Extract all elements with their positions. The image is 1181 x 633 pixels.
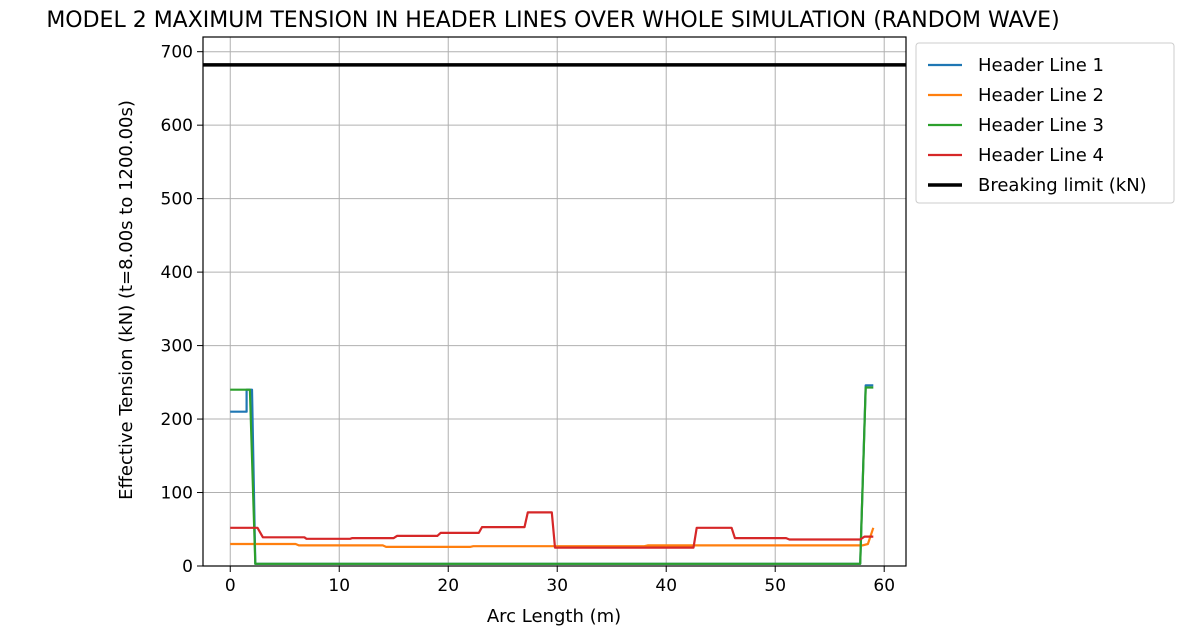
x-tick-label: 50 xyxy=(764,576,786,596)
y-tick-label: 100 xyxy=(161,484,193,504)
y-tick-label: 200 xyxy=(161,410,193,430)
y-tick-label: 400 xyxy=(161,263,193,283)
series-line-header-line-3 xyxy=(230,386,874,565)
x-tick-label: 10 xyxy=(328,576,350,596)
x-ticks: 0 10 20 30 40 50 60 xyxy=(225,566,895,596)
series-lines xyxy=(203,63,906,565)
chart-title: MODEL 2 MAXIMUM TENSION IN HEADER LINES … xyxy=(46,8,1059,33)
x-tick-label: 30 xyxy=(546,576,568,596)
x-axis-label: Arc Length (m) xyxy=(487,606,621,627)
series-line-header-line-2 xyxy=(230,527,875,549)
legend-label: Header Line 2 xyxy=(978,85,1104,106)
legend-frame xyxy=(915,42,1175,204)
x-tick-label: 20 xyxy=(437,576,459,596)
y-tick-label: 600 xyxy=(161,116,193,136)
legend-label: Header Line 1 xyxy=(978,55,1104,76)
x-tick-label: 60 xyxy=(873,576,895,596)
y-tick-label: 700 xyxy=(161,43,193,63)
y-tick-label: 300 xyxy=(161,337,193,357)
y-ticks: 0 100 200 300 400 500 600 700 xyxy=(161,43,203,577)
legend-label: Header Line 3 xyxy=(978,115,1104,136)
series-line-header-line-4 xyxy=(230,511,874,549)
y-axis-label: Effective Tension (kN) (t=8.00s to 1200.… xyxy=(116,100,137,500)
y-tick-label: 0 xyxy=(182,557,193,577)
legend-label: Header Line 4 xyxy=(978,145,1104,166)
gridlines xyxy=(203,37,906,567)
x-tick-label: 40 xyxy=(655,576,677,596)
plot-frame xyxy=(202,36,907,567)
legend-label: Breaking limit (kN) xyxy=(978,175,1147,196)
legend: Header Line 1 Header Line 2 Header Line 3 H… xyxy=(915,42,1175,204)
x-tick-label: 0 xyxy=(225,576,236,596)
y-tick-label: 500 xyxy=(161,190,193,210)
